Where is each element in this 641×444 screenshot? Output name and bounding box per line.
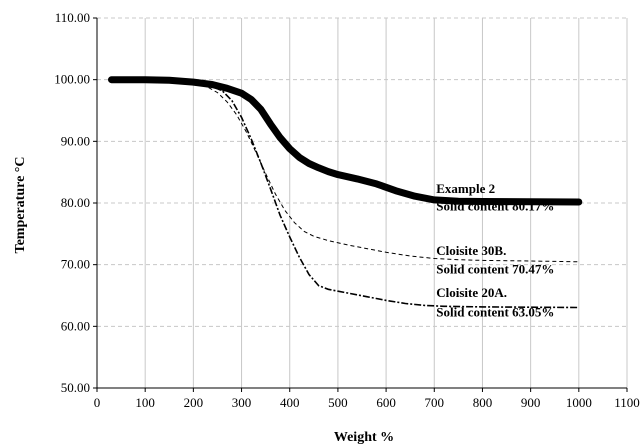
annotations: Example 2 Solid content 80.17% Cloisite 30… bbox=[436, 181, 554, 319]
y-tick-label: 70.00 bbox=[61, 257, 90, 272]
y-tick-label: 110.00 bbox=[55, 10, 90, 25]
y-axis-title: Temperature °C bbox=[13, 157, 28, 254]
series bbox=[108, 76, 583, 309]
y-tick-label: 100.00 bbox=[54, 72, 90, 87]
x-tick-label: 0 bbox=[94, 395, 101, 410]
x-tick-label: 1000 bbox=[566, 395, 592, 410]
annotation-label: Example 2 bbox=[436, 181, 495, 196]
x-tick-label: 800 bbox=[473, 395, 493, 410]
axes bbox=[93, 17, 628, 392]
annotation-label: Solid content 70.47% bbox=[436, 261, 554, 276]
y-tick-label: 90.00 bbox=[61, 133, 90, 148]
annotation-label: Solid content 63.05% bbox=[436, 305, 554, 320]
y-tick-label: 60.00 bbox=[61, 318, 90, 333]
annotation-label: Cloisite 30B. bbox=[436, 243, 506, 258]
y-tick-label: 80.00 bbox=[61, 195, 90, 210]
x-tick-label: 200 bbox=[184, 395, 204, 410]
x-tick-label: 1100 bbox=[614, 395, 640, 410]
x-tick-label: 300 bbox=[232, 395, 252, 410]
x-tick-label: 900 bbox=[521, 395, 541, 410]
annotation-label: Solid content 80.17% bbox=[436, 198, 554, 213]
x-tick-labels: 0 100 200 300 400 500 600 700 800 900 1000 1100 bbox=[94, 395, 640, 410]
y-tick-labels: 50.00 60.00 70.00 80.00 90.00 100.00 110.00 bbox=[54, 10, 90, 395]
x-tick-label: 100 bbox=[135, 395, 155, 410]
x-tick-label: 600 bbox=[376, 395, 396, 410]
x-tick-label: 700 bbox=[425, 395, 445, 410]
x-tick-label: 500 bbox=[328, 395, 348, 410]
series-line-2 bbox=[111, 79, 579, 263]
x-axis-title: Weight % bbox=[334, 430, 394, 444]
y-tick-label: 50.00 bbox=[61, 380, 90, 395]
x-tick-label: 400 bbox=[280, 395, 300, 410]
series-line-1 bbox=[108, 76, 583, 206]
annotation-label: Cloisite 20A. bbox=[436, 285, 507, 300]
